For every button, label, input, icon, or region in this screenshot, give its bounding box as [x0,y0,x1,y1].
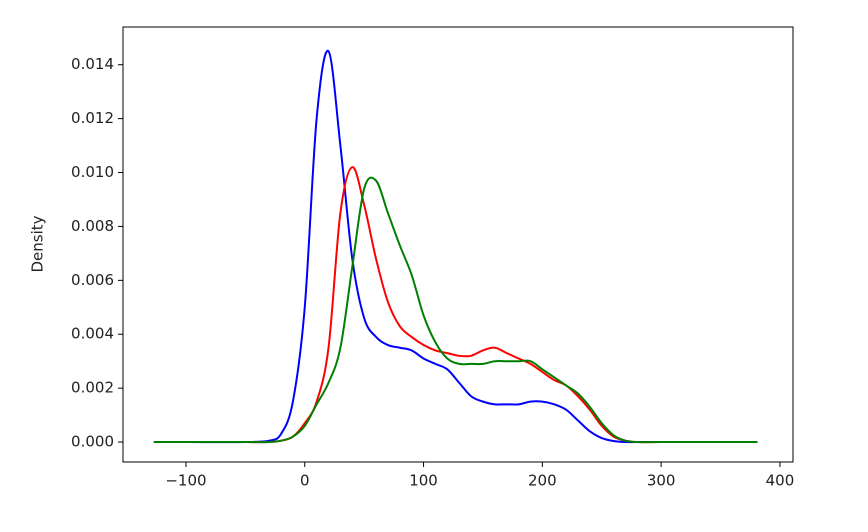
plot-frame [122,26,794,463]
y-tick-label: 0.008 [71,217,114,235]
y-tick-label: 0.012 [71,109,114,127]
y-tick-label: 0.014 [71,55,114,73]
line-series [153,176,758,444]
x-tick-label: 0 [300,472,310,490]
y-tick-label: 0.006 [71,271,114,289]
x-tick-label: −100 [165,472,206,490]
line-series [153,166,758,444]
line-series [153,49,758,444]
y-tick-label: 0.010 [71,163,114,181]
y-tick-label: 0.004 [71,325,114,343]
x-tick-label: 200 [528,472,557,490]
x-tick-label: 100 [409,472,438,490]
y-tick-label: 0.000 [71,433,114,451]
x-tick-label: 300 [647,472,676,490]
y-tick-label: 0.002 [71,379,114,397]
x-tick-label: 400 [766,472,795,490]
y-axis-label: Density [29,215,47,272]
